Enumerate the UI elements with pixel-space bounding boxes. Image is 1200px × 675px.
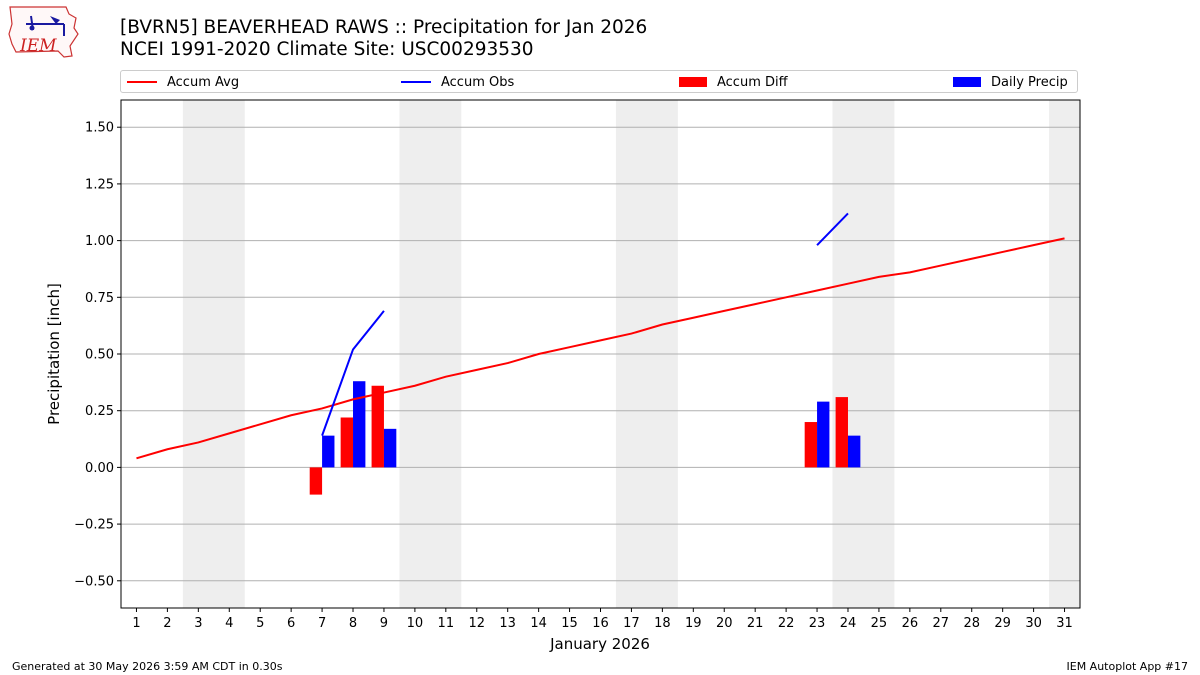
bars xyxy=(309,381,861,495)
footer-app-text: IEM Autoplot App #17 xyxy=(1066,660,1189,673)
y-tick-label: 0.00 xyxy=(85,461,114,476)
gridlines xyxy=(121,126,1080,582)
x-tick-label: 7 xyxy=(318,616,326,631)
weekend-shading xyxy=(182,100,1080,608)
y-tick-label: 0.25 xyxy=(85,404,114,419)
daily-precip-bar xyxy=(847,435,861,468)
x-tick-label: 5 xyxy=(256,616,264,631)
x-tick-label: 18 xyxy=(654,616,671,631)
daily-precip-bar xyxy=(383,428,397,468)
accum-diff-bar xyxy=(804,422,818,468)
accum-avg-line xyxy=(136,237,1065,460)
weekend-shade-band xyxy=(832,100,895,608)
x-tick-label: 20 xyxy=(716,616,733,631)
weekend-shade-band xyxy=(1049,100,1080,608)
accum-diff-bar xyxy=(309,467,323,495)
x-tick-label: 10 xyxy=(407,616,424,631)
daily-precip-bar xyxy=(817,401,830,468)
x-tick-label: 12 xyxy=(468,616,485,631)
plot-frame xyxy=(120,99,1081,609)
chart-legend: Accum Avg Accum Obs Accum Diff Daily Pre… xyxy=(120,70,1078,93)
legend-item-daily-precip: Daily Precip xyxy=(953,71,1068,93)
y-tick-label: 1.00 xyxy=(85,234,114,249)
lines xyxy=(136,212,1065,460)
x-tick-label: 21 xyxy=(747,616,764,631)
y-axis-ticks: −0.50 −0.25 0.00 0.25 0.50 0.75 1.00 1.25 1.50 xyxy=(74,121,121,589)
x-tick-label: 19 xyxy=(685,616,702,631)
chart-subtitle: NCEI 1991-2020 Climate Site: USC00293530 xyxy=(120,39,534,60)
x-tick-label: 9 xyxy=(380,616,388,631)
x-tick-label: 14 xyxy=(530,616,547,631)
accum-diff-bar xyxy=(371,385,384,468)
x-tick-label: 29 xyxy=(994,616,1011,631)
x-tick-label: 28 xyxy=(963,616,980,631)
x-tick-label: 6 xyxy=(287,616,295,631)
legend-swatch-accum-obs xyxy=(401,81,431,83)
x-tick-label: 15 xyxy=(561,616,578,631)
chart-title: [BVRN5] BEAVERHEAD RAWS :: Precipitation… xyxy=(120,17,648,38)
x-tick-label: 26 xyxy=(902,616,919,631)
weekend-shade-band xyxy=(615,100,678,608)
x-tick-label: 16 xyxy=(592,616,609,631)
x-tick-label: 30 xyxy=(1025,616,1042,631)
y-tick-label: 1.50 xyxy=(85,121,114,136)
legend-item-accum-avg: Accum Avg xyxy=(127,71,239,93)
accum-obs-line xyxy=(321,310,385,436)
accum-diff-bar xyxy=(835,397,848,468)
legend-item-accum-diff: Accum Diff xyxy=(679,71,788,93)
x-tick-label: 13 xyxy=(499,616,516,631)
x-tick-label: 17 xyxy=(623,616,640,631)
x-tick-label: 1 xyxy=(132,616,140,631)
legend-label-accum-diff: Accum Diff xyxy=(717,74,788,90)
legend-label-accum-obs: Accum Obs xyxy=(441,74,515,90)
legend-item-accum-obs: Accum Obs xyxy=(401,71,514,93)
y-tick-label: 0.75 xyxy=(85,291,114,306)
weekend-shade-band xyxy=(399,100,462,608)
weekend-shade-band xyxy=(182,100,245,608)
daily-precip-bar xyxy=(353,381,366,468)
y-tick-label: 1.25 xyxy=(85,177,114,192)
x-tick-label: 8 xyxy=(349,616,357,631)
x-tick-label: 24 xyxy=(840,616,857,631)
y-tick-label: −0.50 xyxy=(74,574,114,589)
daily-precip-bar xyxy=(322,435,335,468)
legend-swatch-accum-diff xyxy=(679,77,707,87)
x-tick-label: 3 xyxy=(194,616,202,631)
y-axis-label: Precipitation [inch] xyxy=(45,283,63,425)
x-axis-label: January 2026 xyxy=(549,635,650,653)
x-tick-label: 25 xyxy=(871,616,888,631)
x-axis-ticks: 1 2 3 4 5 6 7 8 9 10 11 12 13 14 15 16 17 18 19 20 21 22 23 24 2… xyxy=(132,608,1073,631)
accum-diff-bar xyxy=(340,417,354,468)
x-tick-label: 22 xyxy=(778,616,795,631)
x-tick-label: 2 xyxy=(163,616,171,631)
x-tick-label: 27 xyxy=(933,616,950,631)
legend-swatch-accum-avg xyxy=(127,81,157,83)
iem-logo: IEM xyxy=(8,6,79,58)
footer-generated-text: Generated at 30 May 2026 3:59 AM CDT in … xyxy=(12,660,283,673)
legend-swatch-daily-precip xyxy=(953,77,981,87)
logo-text: IEM xyxy=(19,36,57,56)
y-tick-label: −0.25 xyxy=(74,518,114,533)
y-tick-label: 0.50 xyxy=(85,348,114,363)
x-tick-label: 23 xyxy=(809,616,826,631)
accum-obs-line xyxy=(816,212,849,246)
legend-label-daily-precip: Daily Precip xyxy=(991,74,1068,90)
legend-label-accum-avg: Accum Avg xyxy=(167,74,240,90)
x-tick-label: 11 xyxy=(438,616,455,631)
x-tick-label: 4 xyxy=(225,616,233,631)
x-tick-label: 31 xyxy=(1056,616,1073,631)
